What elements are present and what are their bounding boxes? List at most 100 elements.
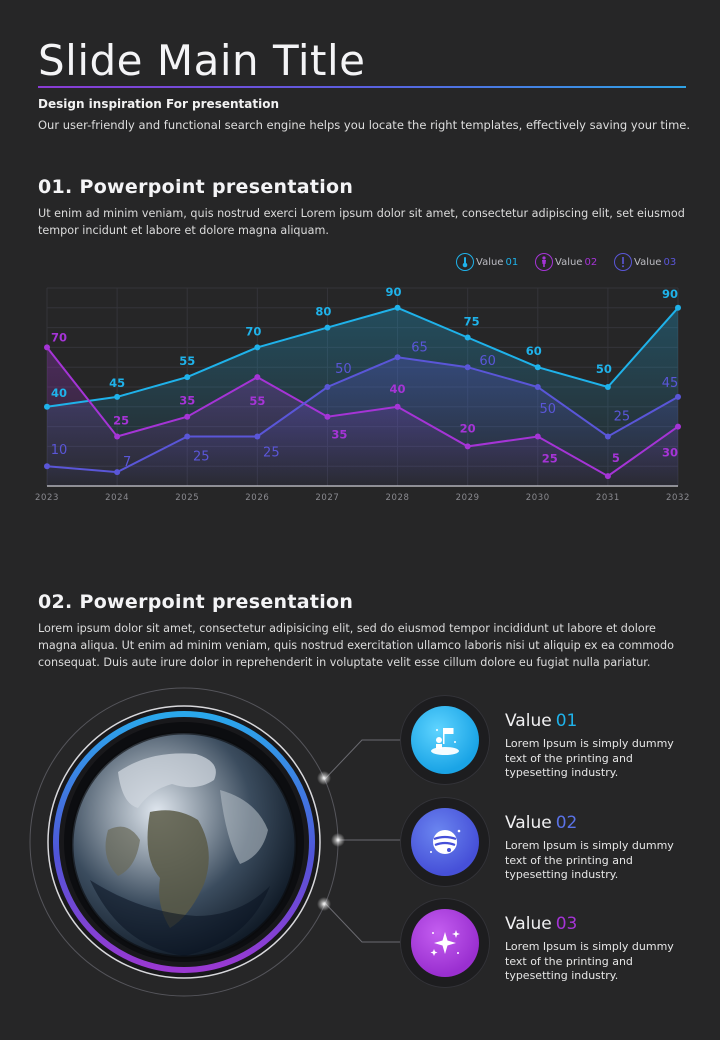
legend-label: Value <box>634 257 661 268</box>
value-badge <box>400 797 490 887</box>
earth-illustration <box>0 680 420 1010</box>
x-tick-label: 2031 <box>596 493 620 503</box>
data-point <box>184 414 190 420</box>
data-label: 25 <box>263 446 280 461</box>
data-label: 40 <box>51 386 67 400</box>
slide-title: Slide Main Title <box>38 36 365 85</box>
thermometer-icon <box>456 253 474 271</box>
person-icon <box>535 253 553 271</box>
data-point <box>44 404 50 410</box>
data-label: 45 <box>662 376 679 391</box>
x-tick-label: 2023 <box>35 493 59 503</box>
title-divider <box>38 86 686 88</box>
data-label: 7 <box>123 455 131 470</box>
data-label: 55 <box>179 354 195 368</box>
value-badge <box>400 898 490 988</box>
data-point <box>114 394 120 400</box>
data-label: 40 <box>390 382 406 396</box>
data-label: 25 <box>193 450 210 465</box>
glow-dot <box>331 833 345 847</box>
subheading-text: Our user-friendly and functional search … <box>38 118 690 132</box>
value-title-number: 02 <box>556 813 578 833</box>
data-point <box>44 463 50 469</box>
value-title: Value 02 <box>505 813 577 833</box>
data-point <box>605 473 611 479</box>
value-row-03: Value 03 Lorem Ipsum is simply dummy text… <box>400 898 700 988</box>
data-label: 55 <box>249 394 265 408</box>
value-row-01: Value 01 Lorem Ipsum is simply dummy text… <box>400 695 700 785</box>
x-tick-label: 2025 <box>175 493 199 503</box>
value-title-prefix: Value <box>505 813 552 833</box>
value-row-02: Value 02 Lorem Ipsum is simply dummy text… <box>400 797 700 887</box>
x-tick-label: 2030 <box>526 493 550 503</box>
sparkle-stars-icon <box>411 909 479 977</box>
data-label: 50 <box>540 402 557 417</box>
astronaut-flag-icon <box>411 706 479 774</box>
x-tick-label: 2032 <box>666 493 690 503</box>
earth-globe-icon <box>72 733 296 957</box>
legend-number: 02 <box>584 257 597 268</box>
planet-icon <box>411 808 479 876</box>
data-point <box>324 414 330 420</box>
data-point <box>675 394 681 400</box>
data-label: 70 <box>51 330 67 344</box>
data-point <box>114 434 120 440</box>
value-title-number: 03 <box>556 914 578 934</box>
value-badge <box>400 695 490 785</box>
data-label: 30 <box>662 446 678 460</box>
legend-label: Value <box>555 257 582 268</box>
data-label: 35 <box>331 428 347 442</box>
data-label: 20 <box>460 421 476 435</box>
section1-paragraph: Ut enim ad minim veniam, quis nostrud ex… <box>38 205 688 239</box>
glow-dot <box>317 771 331 785</box>
data-point <box>324 384 330 390</box>
data-label: 50 <box>335 362 352 377</box>
data-point <box>535 434 541 440</box>
data-point <box>254 434 260 440</box>
data-label: 25 <box>542 452 558 466</box>
data-point <box>465 364 471 370</box>
data-point <box>324 325 330 331</box>
data-point <box>254 344 260 350</box>
x-tick-label: 2027 <box>315 493 339 503</box>
data-point <box>44 344 50 350</box>
data-point <box>184 374 190 380</box>
data-point <box>465 335 471 341</box>
legend-number: 01 <box>505 257 518 268</box>
data-label: 10 <box>51 443 68 458</box>
connector-line-03 <box>324 902 404 942</box>
legend-item-value-01: Value 01 <box>456 253 518 271</box>
data-point <box>395 404 401 410</box>
value-title-number: 01 <box>556 711 578 731</box>
data-point <box>395 305 401 311</box>
data-point <box>605 434 611 440</box>
data-label: 60 <box>479 354 496 369</box>
data-label: 25 <box>614 410 631 425</box>
exclamation-icon <box>614 253 632 271</box>
data-label: 90 <box>386 285 402 299</box>
data-label: 75 <box>464 315 480 329</box>
data-point <box>114 469 120 475</box>
data-label: 25 <box>113 414 129 428</box>
x-tick-label: 2024 <box>105 493 129 503</box>
x-tick-label: 2029 <box>456 493 480 503</box>
data-label: 50 <box>596 362 612 376</box>
data-point <box>675 424 681 430</box>
data-label: 80 <box>315 305 331 319</box>
value-title: Value 03 <box>505 914 577 934</box>
section2-heading: 02. Powerpoint presentation <box>38 591 353 613</box>
x-tick-label: 2028 <box>386 493 410 503</box>
section1-heading: 01. Powerpoint presentation <box>38 176 353 198</box>
value-title-prefix: Value <box>505 711 552 731</box>
connector-line-01 <box>324 740 404 780</box>
value-title-prefix: Value <box>505 914 552 934</box>
data-label: 5 <box>612 451 620 465</box>
value-title: Value 01 <box>505 711 577 731</box>
data-label: 70 <box>245 324 261 338</box>
data-label: 35 <box>179 394 195 408</box>
legend-item-value-02: Value 02 <box>535 253 597 271</box>
glow-dot <box>317 897 331 911</box>
value-description: Lorem Ipsum is simply dummy text of the … <box>505 940 690 984</box>
data-label: 45 <box>109 376 125 390</box>
